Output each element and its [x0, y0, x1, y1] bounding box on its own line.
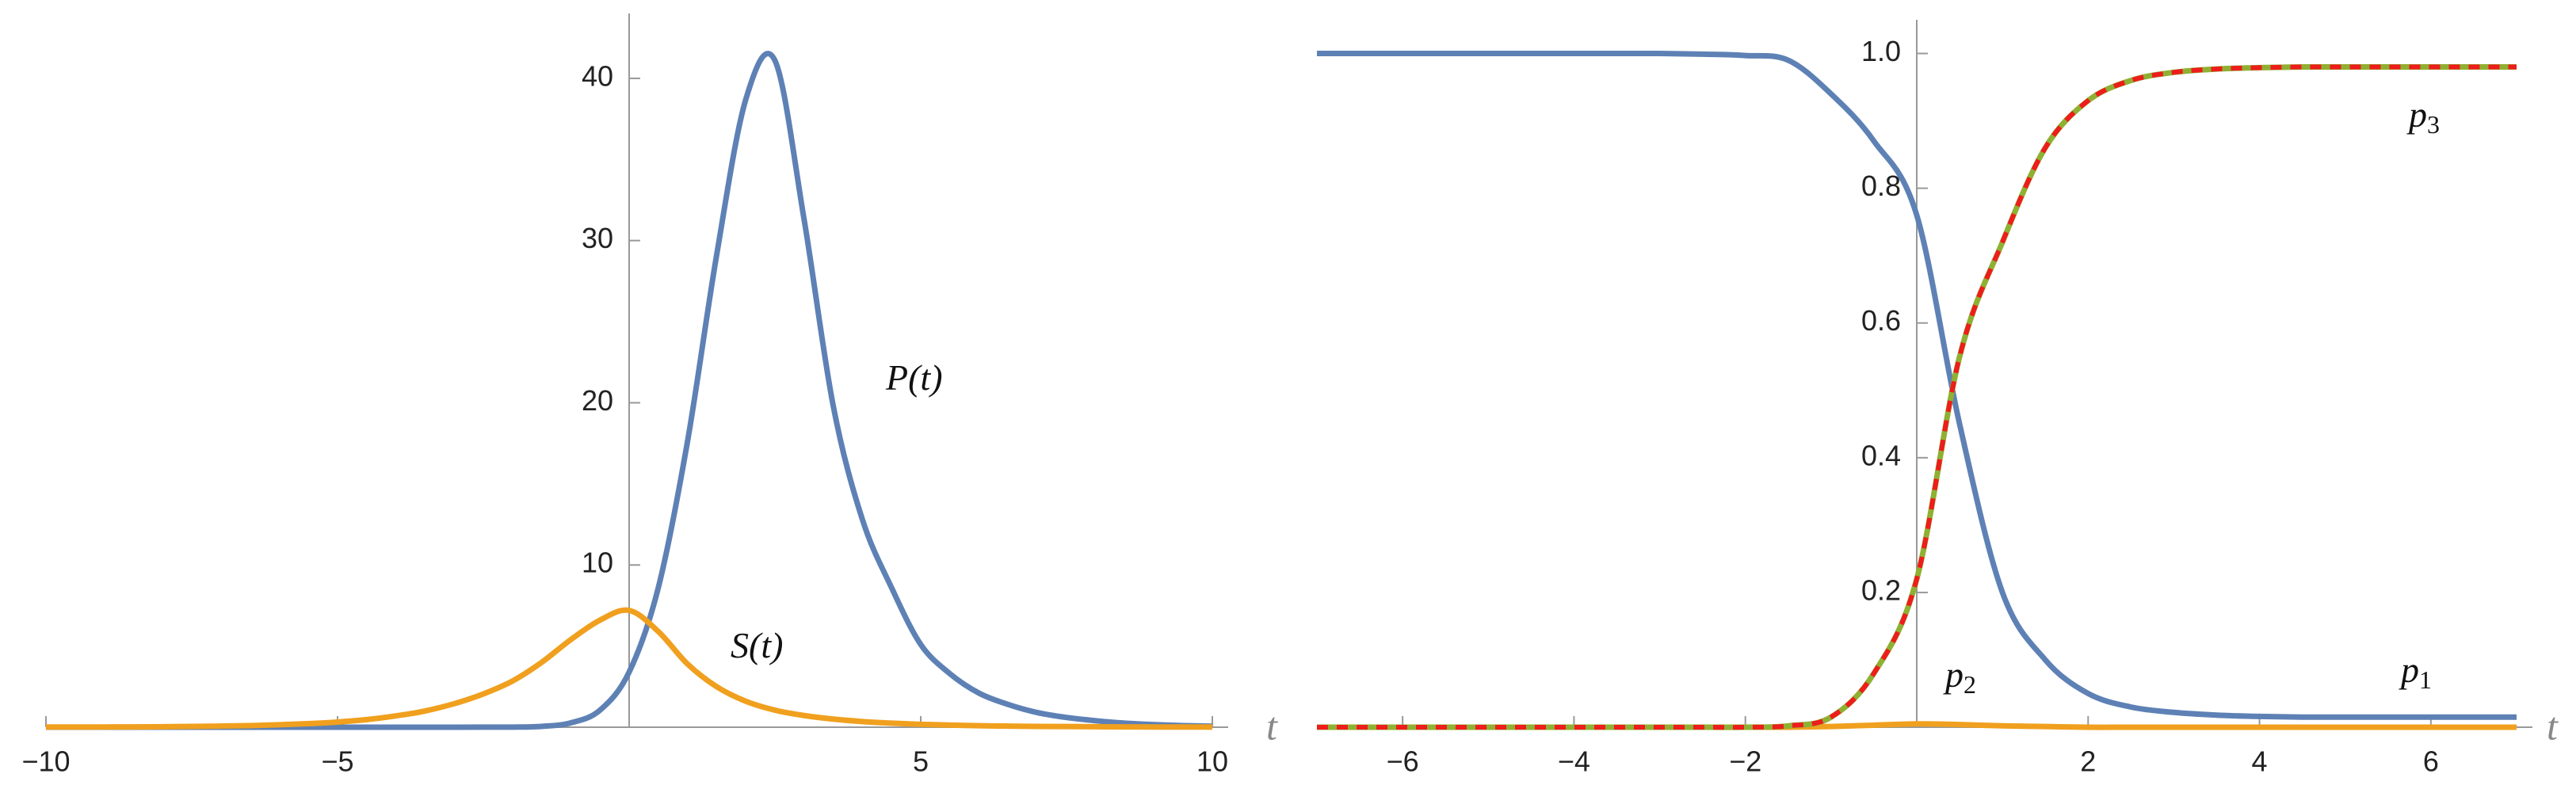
annotation-text: P(t): [885, 357, 943, 398]
annotation-subscript: 3: [2427, 110, 2440, 139]
x-tick-label: 5: [913, 745, 929, 778]
series-line: [1317, 63, 2517, 730]
x-tick-label: −10: [21, 745, 70, 778]
annotation-text: S(t): [731, 625, 783, 665]
annotation: p1: [2399, 650, 2432, 695]
plot: −10 −5 5 10 10 20 30 40 t P(t) S(t): [21, 13, 1278, 778]
x-tick-label: −2: [1729, 745, 1761, 778]
x-tick-label: 4: [2252, 745, 2268, 778]
x-tick-label: 6: [2423, 745, 2439, 778]
x-axis-label: t: [2547, 703, 2559, 748]
annotation: p2: [1943, 654, 1976, 699]
series-line: [45, 607, 1213, 730]
y-tick-label: 20: [582, 384, 613, 417]
x-tick-label: −5: [321, 745, 353, 778]
y-tick-label: 0.6: [1861, 304, 1901, 337]
y-tick-label: 10: [582, 547, 613, 579]
series-line: [1317, 50, 2517, 720]
y-tick-label: 40: [582, 59, 613, 92]
annotation: P(t): [885, 357, 943, 398]
annotation: p3: [2406, 94, 2440, 139]
y-tick-label: 0.4: [1861, 439, 1901, 471]
annotation-text: p: [2406, 94, 2427, 135]
y-tick-label: 1.0: [1861, 35, 1901, 67]
x-tick-label: 2: [2080, 745, 2096, 778]
x-axis-label: t: [1266, 703, 1278, 748]
y-tick-label: 0.8: [1861, 170, 1901, 202]
annotation: S(t): [731, 625, 783, 665]
y-tick-label: 30: [582, 222, 613, 254]
y-tick-label: 0.2: [1861, 574, 1901, 606]
annotation-text: p: [1943, 654, 1963, 695]
annotation-text: p: [2399, 650, 2419, 690]
x-tick-label: −4: [1558, 745, 1590, 778]
x-tick-label: 10: [1196, 745, 1228, 778]
annotation-subscript: 2: [1963, 670, 1976, 699]
annotation-subscript: 1: [2419, 665, 2432, 694]
x-tick-label: −6: [1387, 745, 1419, 778]
